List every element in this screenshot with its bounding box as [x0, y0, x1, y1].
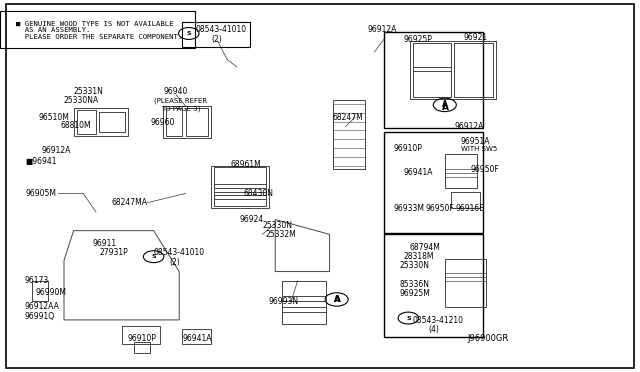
Text: 25332M: 25332M — [266, 230, 296, 239]
Text: 96925P: 96925P — [403, 35, 432, 44]
Text: 96916E: 96916E — [456, 204, 484, 213]
Bar — [166, 108, 182, 136]
Text: 28318M: 28318M — [403, 252, 434, 261]
Text: WITH SW5: WITH SW5 — [461, 146, 497, 152]
Text: 96950F: 96950F — [470, 165, 499, 174]
Text: 25330N: 25330N — [262, 221, 292, 230]
Text: S: S — [151, 254, 156, 259]
Text: (2): (2) — [211, 35, 222, 44]
Bar — [122, 326, 160, 344]
Text: 08543-41210: 08543-41210 — [413, 316, 464, 325]
Bar — [163, 106, 211, 138]
Bar — [99, 112, 125, 132]
Text: 96933M: 96933M — [394, 204, 424, 213]
Bar — [77, 110, 96, 134]
Text: 96925M: 96925M — [400, 289, 431, 298]
Text: S: S — [406, 315, 411, 321]
Text: 96910P: 96910P — [128, 334, 157, 343]
Text: 96912A: 96912A — [368, 25, 397, 34]
Text: 96990M: 96990M — [35, 288, 66, 296]
Bar — [211, 166, 269, 208]
Text: 96912AA: 96912AA — [24, 302, 59, 311]
Text: 68794M: 68794M — [410, 243, 440, 252]
Text: 68247MA: 68247MA — [112, 198, 148, 207]
Text: 68961M: 68961M — [230, 160, 261, 169]
Text: 25330N: 25330N — [400, 262, 430, 270]
Text: 96941A: 96941A — [182, 334, 212, 343]
Text: 96940: 96940 — [163, 87, 188, 96]
Text: 96912A: 96912A — [454, 122, 484, 131]
Text: 96951A: 96951A — [461, 137, 490, 146]
Bar — [74, 108, 128, 136]
Bar — [186, 108, 208, 136]
Text: 96173: 96173 — [24, 276, 49, 285]
Text: A: A — [442, 100, 448, 109]
Bar — [413, 43, 451, 97]
Text: (PLEASE REFER: (PLEASE REFER — [154, 97, 207, 104]
Text: 96921: 96921 — [464, 33, 488, 42]
Text: 96960: 96960 — [150, 118, 175, 127]
Text: 96991Q: 96991Q — [24, 312, 54, 321]
Text: 96910P: 96910P — [394, 144, 422, 153]
Bar — [454, 43, 493, 97]
Text: 25331N: 25331N — [74, 87, 104, 96]
Bar — [134, 342, 150, 353]
Text: 96993N: 96993N — [269, 297, 299, 306]
Bar — [0, 11, 195, 48]
Text: 68430N: 68430N — [243, 189, 273, 198]
Bar — [182, 22, 250, 46]
Text: 96950F: 96950F — [426, 204, 454, 213]
Text: 08543-41010: 08543-41010 — [195, 25, 246, 34]
Bar — [32, 281, 48, 301]
Text: 96905M: 96905M — [26, 189, 56, 198]
Bar — [445, 154, 477, 188]
Bar — [384, 132, 483, 232]
Bar — [410, 41, 496, 99]
Text: 27931P: 27931P — [99, 248, 128, 257]
Text: (2): (2) — [170, 258, 180, 267]
Text: A: A — [442, 103, 449, 112]
Text: ■96941: ■96941 — [26, 157, 57, 166]
Text: S: S — [186, 31, 191, 36]
Text: 68247M: 68247M — [333, 113, 364, 122]
Bar — [214, 167, 266, 206]
Bar — [333, 100, 365, 169]
Text: 96911: 96911 — [93, 239, 117, 248]
Text: 68810M: 68810M — [61, 121, 92, 130]
Text: (4): (4) — [429, 326, 440, 334]
Text: 08543-41010: 08543-41010 — [154, 248, 205, 257]
Bar — [282, 281, 326, 324]
Bar — [384, 234, 483, 337]
Bar — [445, 259, 486, 307]
Text: TO PAGE 3): TO PAGE 3) — [161, 105, 201, 112]
Text: J96900GR: J96900GR — [467, 334, 508, 343]
Text: 96912A: 96912A — [42, 146, 71, 155]
Text: 96510M: 96510M — [38, 113, 69, 122]
Text: A: A — [334, 295, 341, 304]
Bar — [182, 329, 211, 344]
Text: 96924: 96924 — [240, 215, 264, 224]
Text: A: A — [333, 295, 340, 304]
Text: 96941A: 96941A — [403, 169, 433, 177]
Text: 25330NA: 25330NA — [64, 96, 99, 105]
Bar — [384, 32, 483, 128]
Text: 85336N: 85336N — [400, 280, 430, 289]
Text: ■ GENUINE WOOD TYPE IS NOT AVAILABLE
  AS AN ASSEMBLY.
  PLEASE ORDER THE SEPARA: ■ GENUINE WOOD TYPE IS NOT AVAILABLE AS … — [16, 20, 182, 41]
Bar — [451, 192, 480, 208]
